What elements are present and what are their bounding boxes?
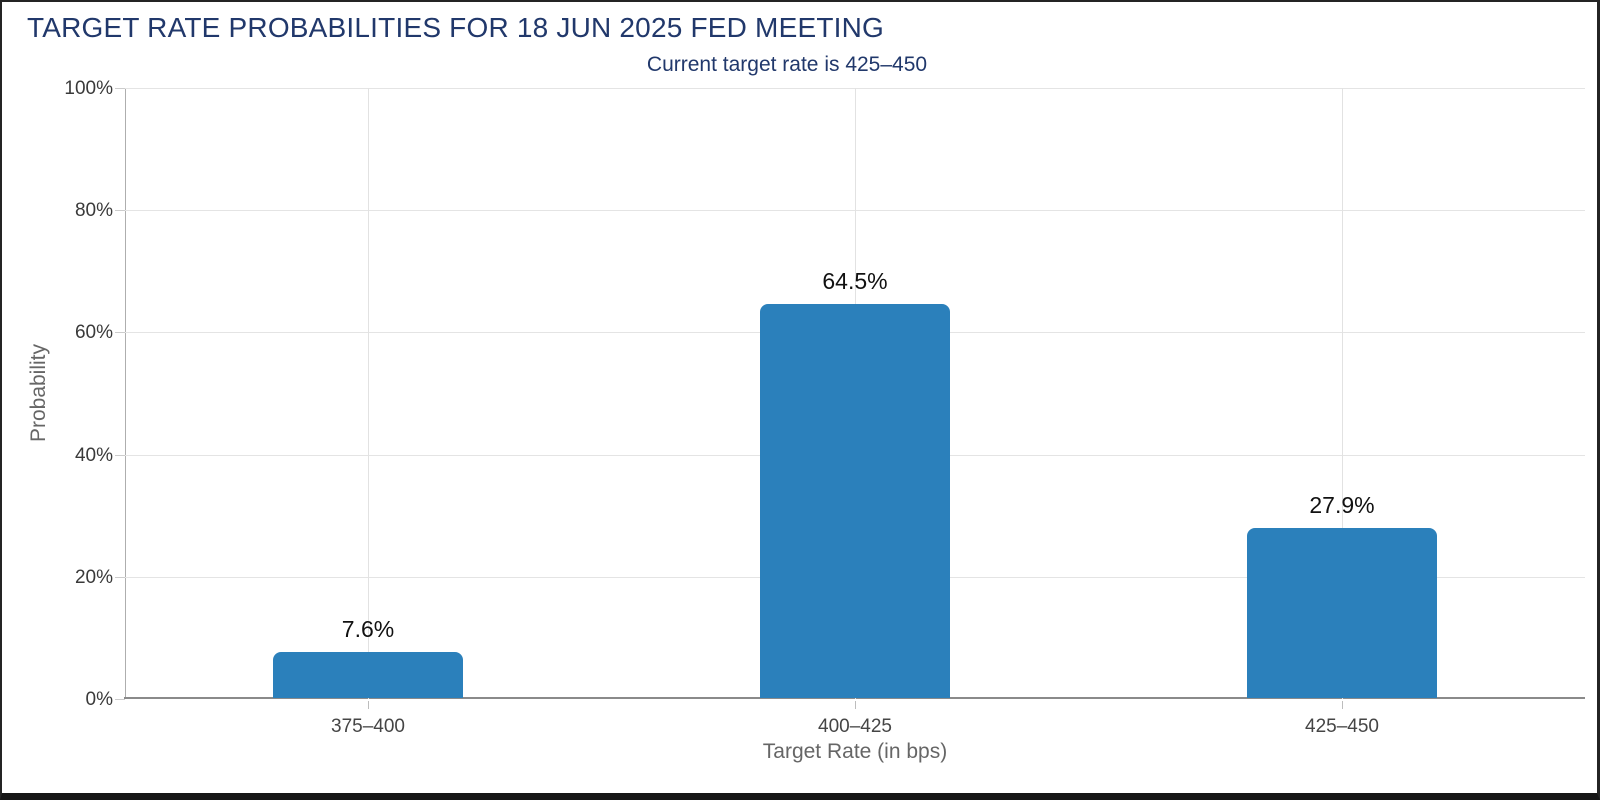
x-tick-label: 425–450 [1305, 716, 1379, 737]
y-tick-mark [115, 210, 125, 211]
y-tick-label: 80% [74, 200, 113, 221]
probability-bar[interactable] [273, 652, 463, 698]
chart-subtitle: Current target rate is 425–450 [646, 53, 928, 76]
bar-value-label: 7.6% [341, 616, 395, 642]
y-tick-mark [115, 699, 125, 700]
x-tick-label: 375–400 [331, 716, 405, 737]
y-tick-mark [115, 577, 125, 578]
y-tick-mark [115, 332, 125, 333]
category-gridline [1342, 88, 1343, 699]
probability-bar[interactable] [760, 304, 950, 698]
bar-value-label: 64.5% [822, 268, 888, 294]
chart-title: TARGET RATE PROBABILITIES FOR 18 JUN 202… [27, 12, 885, 43]
x-tick-label: 400–425 [818, 716, 892, 737]
y-tick-label: 20% [74, 567, 113, 588]
y-tick-label: 100% [64, 78, 113, 99]
x-tick-mark [368, 701, 369, 709]
y-tick-label: 40% [74, 445, 113, 466]
plot-area: Target Rate (in bps) 0% 20% 40% 60% 80% 100% 7… [64, 79, 1585, 763]
bar-value-label: 27.9% [1309, 492, 1375, 518]
y-tick-label: 60% [74, 322, 113, 343]
probability-bar[interactable] [1247, 528, 1437, 698]
y-axis-line [125, 88, 126, 699]
x-tick-mark [855, 701, 856, 709]
x-tick-mark [1342, 701, 1343, 709]
x-axis-line [124, 697, 1585, 699]
y-axis-title: Probability [27, 343, 50, 443]
y-tick-mark [115, 455, 125, 456]
x-axis-title: Target Rate (in bps) [762, 740, 948, 763]
category-gridline [368, 88, 369, 699]
y-tick-label: 0% [85, 689, 113, 710]
y-tick-mark [115, 88, 125, 89]
